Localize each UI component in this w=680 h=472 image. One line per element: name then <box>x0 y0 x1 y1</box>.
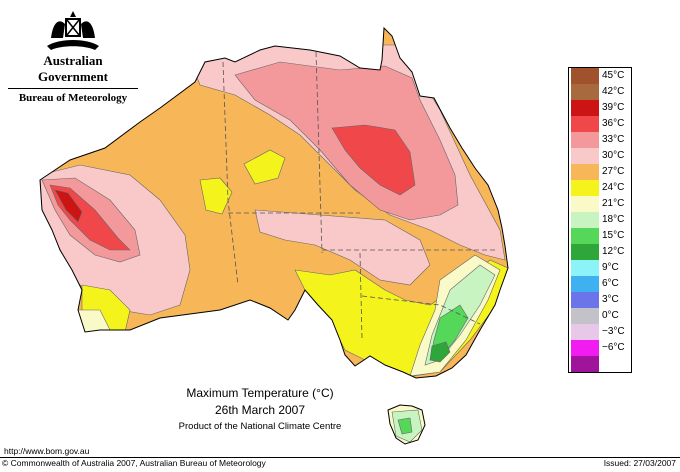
legend-swatch <box>571 308 599 324</box>
legend-label: 24°C <box>602 182 625 193</box>
legend-label: −3°C <box>602 326 625 337</box>
legend-label: 0°C <box>602 310 619 321</box>
legend-swatch <box>571 212 599 228</box>
legend-label: 27°C <box>602 166 625 177</box>
legend-row: 30°C <box>569 148 631 164</box>
temperature-zone <box>54 189 83 223</box>
map-date: 26th March 2007 <box>214 403 306 417</box>
nsw-vic-border <box>361 295 481 325</box>
legend-swatch <box>571 132 599 148</box>
legend-label: 36°C <box>602 118 625 129</box>
temperature-zone <box>199 177 233 215</box>
legend-swatch <box>571 196 599 212</box>
legend-row: 24°C <box>569 180 631 196</box>
footer-divider <box>0 457 680 458</box>
legend-label: 3°C <box>602 294 619 305</box>
legend-row: 33°C <box>569 132 631 148</box>
legend-row: 21°C <box>569 196 631 212</box>
legend-row: −3°C <box>569 324 631 340</box>
map-caption: Maximum Temperature (°C) 26th March 2007… <box>130 386 390 432</box>
temperature-zone <box>429 341 451 363</box>
legend-row: 45°C <box>569 68 631 84</box>
bureau-title: Bureau of Meteorology <box>8 88 138 104</box>
legend-swatch <box>571 276 599 292</box>
legend-label: 12°C <box>602 246 625 257</box>
legend-label: 39°C <box>602 102 625 113</box>
issued-date: Issued: 27/03/2007 <box>603 458 676 468</box>
legend-row: 39°C <box>569 100 631 116</box>
map-title: Maximum Temperature (°C) <box>186 386 334 400</box>
copyright-notice: © Commonwealth of Australia 2007, Austra… <box>2 458 266 468</box>
legend-row: 0°C <box>569 308 631 324</box>
temperature-zone <box>397 417 413 435</box>
product-credit: Product of the National Climate Centre <box>178 421 342 432</box>
legend-swatch <box>571 180 599 196</box>
legend-row: 3°C <box>569 292 631 308</box>
legend-swatch <box>571 100 599 116</box>
website-url: http://www.bom.gov.au <box>4 446 90 456</box>
legend-swatch <box>571 292 599 308</box>
legend-label: 45°C <box>602 70 625 81</box>
legend-swatch <box>571 340 599 356</box>
government-logo: Australian Government Bureau of Meteorol… <box>8 8 138 104</box>
legend-row: 6°C <box>569 276 631 292</box>
sa-nsw-border <box>359 252 363 339</box>
legend-label: 33°C <box>602 134 625 145</box>
legend-swatch <box>571 84 599 100</box>
legend-row: 27°C <box>569 164 631 180</box>
legend-row: 9°C <box>569 260 631 276</box>
temperature-zone <box>254 209 431 286</box>
legend-row: 15°C <box>569 228 631 244</box>
legend-label: 9°C <box>602 262 619 273</box>
coat-of-arms-icon <box>47 11 99 50</box>
mainland-coastline <box>39 26 509 379</box>
legend-swatch <box>571 164 599 180</box>
legend-swatch <box>571 324 599 340</box>
legend-swatch <box>571 228 599 244</box>
temperature-zone <box>243 149 286 185</box>
temperature-legend: 45°C 42°C 39°C 36°C 33°C 30°C 27°C 24°C 21°C 18°C… <box>568 67 632 373</box>
tasmania-coastline <box>387 404 426 445</box>
legend-row: 36°C <box>569 116 631 132</box>
legend-label: 21°C <box>602 198 625 209</box>
legend-swatch <box>571 244 599 260</box>
state-borders <box>222 51 495 339</box>
legend-label: 15°C <box>602 230 625 241</box>
legend-row: 12°C <box>569 244 631 260</box>
government-title: Australian Government <box>37 53 109 84</box>
legend-label: −6°C <box>602 342 625 353</box>
wa-border <box>222 61 239 286</box>
legend-swatch <box>571 68 599 84</box>
legend-row: −6°C <box>569 340 631 356</box>
legend-swatch <box>571 116 599 132</box>
legend-swatch <box>571 260 599 276</box>
legend-row: 18°C <box>569 212 631 228</box>
legend-label: 30°C <box>602 150 625 161</box>
legend-row: 42°C <box>569 84 631 100</box>
legend-label: 18°C <box>602 214 625 225</box>
nt-qld-border <box>315 51 323 254</box>
legend-swatch <box>571 148 599 164</box>
legend-swatch <box>571 356 599 372</box>
legend-row <box>569 356 631 372</box>
legend-label: 42°C <box>602 86 625 97</box>
temperature-zone <box>331 124 416 196</box>
legend-label: 6°C <box>602 278 619 289</box>
